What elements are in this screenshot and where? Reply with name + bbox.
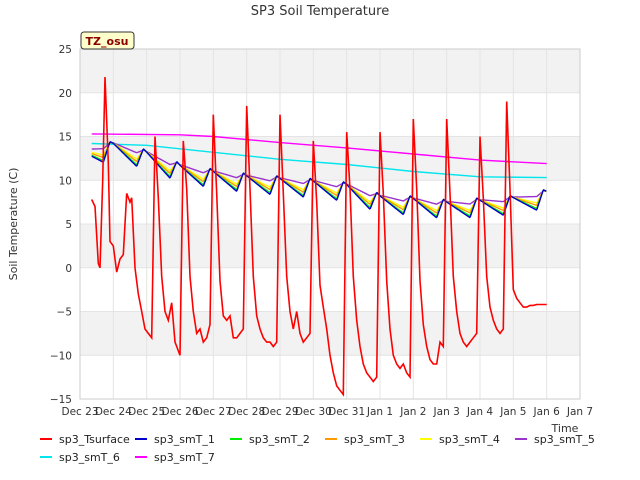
x-tick-label: Jan 7 (566, 406, 593, 418)
x-tick-label: Jan 6 (533, 406, 561, 418)
x-tick-label: Jan 1 (366, 406, 393, 418)
y-axis-label: Soil Temperature (C) (7, 168, 20, 281)
x-axis-label: Time (551, 422, 579, 435)
plot-band (80, 49, 580, 93)
y-tick-label: −5 (57, 307, 72, 319)
plot-band (80, 224, 580, 268)
series-lines (90, 76, 547, 397)
legend: sp3_Tsurface sp3_smT_1 sp3_smT_2 sp3_smT_3 s… (40, 433, 595, 464)
legend-label: sp3_smT_4 (439, 433, 500, 446)
plot-band (80, 355, 580, 399)
plot-band (80, 311, 580, 356)
y-axis: −15 −10 −5 0 5 10 15 20 25 (50, 44, 72, 406)
legend-label: sp3_Tsurface (59, 433, 130, 446)
tz-badge: TZ_osu (80, 31, 135, 50)
plot-bands (80, 49, 580, 399)
x-tick-label: Jan 3 (433, 406, 460, 418)
x-tick-label: Dec 28 (228, 406, 265, 418)
plot-band (80, 136, 580, 181)
y-tick-label: 0 (65, 263, 72, 275)
x-tick-label: Dec 23 (61, 406, 98, 418)
y-tick-label: 15 (59, 132, 72, 144)
series-line-sp3-smT-5 (91, 142, 547, 205)
x-tick-label: Dec 30 (295, 406, 332, 418)
legend-label: sp3_smT_7 (154, 451, 215, 464)
x-tick-label: Dec 27 (195, 406, 232, 418)
x-tick-label: Dec 25 (128, 406, 165, 418)
y-tick-label: 10 (59, 175, 72, 187)
x-tick-label: Jan 4 (466, 406, 494, 418)
legend-label: sp3_smT_1 (154, 433, 215, 446)
legend-label: sp3_smT_6 (59, 451, 120, 464)
y-tick-label: −10 (50, 350, 72, 362)
x-tick-label: Dec 26 (161, 406, 198, 418)
y-tick-label: −15 (50, 394, 72, 406)
plot-frame (79, 48, 581, 400)
plot-band (80, 92, 580, 137)
series-line-sp3-Tsurface (90, 76, 547, 397)
chart-title: SP3 Soil Temperature (251, 4, 389, 19)
legend-label: sp3_smT_5 (534, 433, 595, 446)
tz-badge-label: TZ_osu (86, 35, 129, 48)
plot-band (80, 267, 580, 312)
y-tick-label: 20 (59, 88, 72, 100)
y-tick-label: 5 (65, 219, 72, 231)
x-tick-label: Jan 2 (399, 406, 426, 418)
x-tick-label: Jan 5 (499, 406, 526, 418)
series-line-sp3-smT-1 (91, 140, 547, 219)
x-tick-label: Dec 29 (261, 406, 298, 418)
legend-label: sp3_smT_2 (249, 433, 310, 446)
x-tick-label: Dec 31 (328, 406, 365, 418)
y-tick-label: 25 (59, 44, 72, 56)
plot-band (80, 180, 580, 224)
legend-label: sp3_smT_3 (344, 433, 405, 446)
x-tick-label: Dec 24 (95, 406, 132, 418)
